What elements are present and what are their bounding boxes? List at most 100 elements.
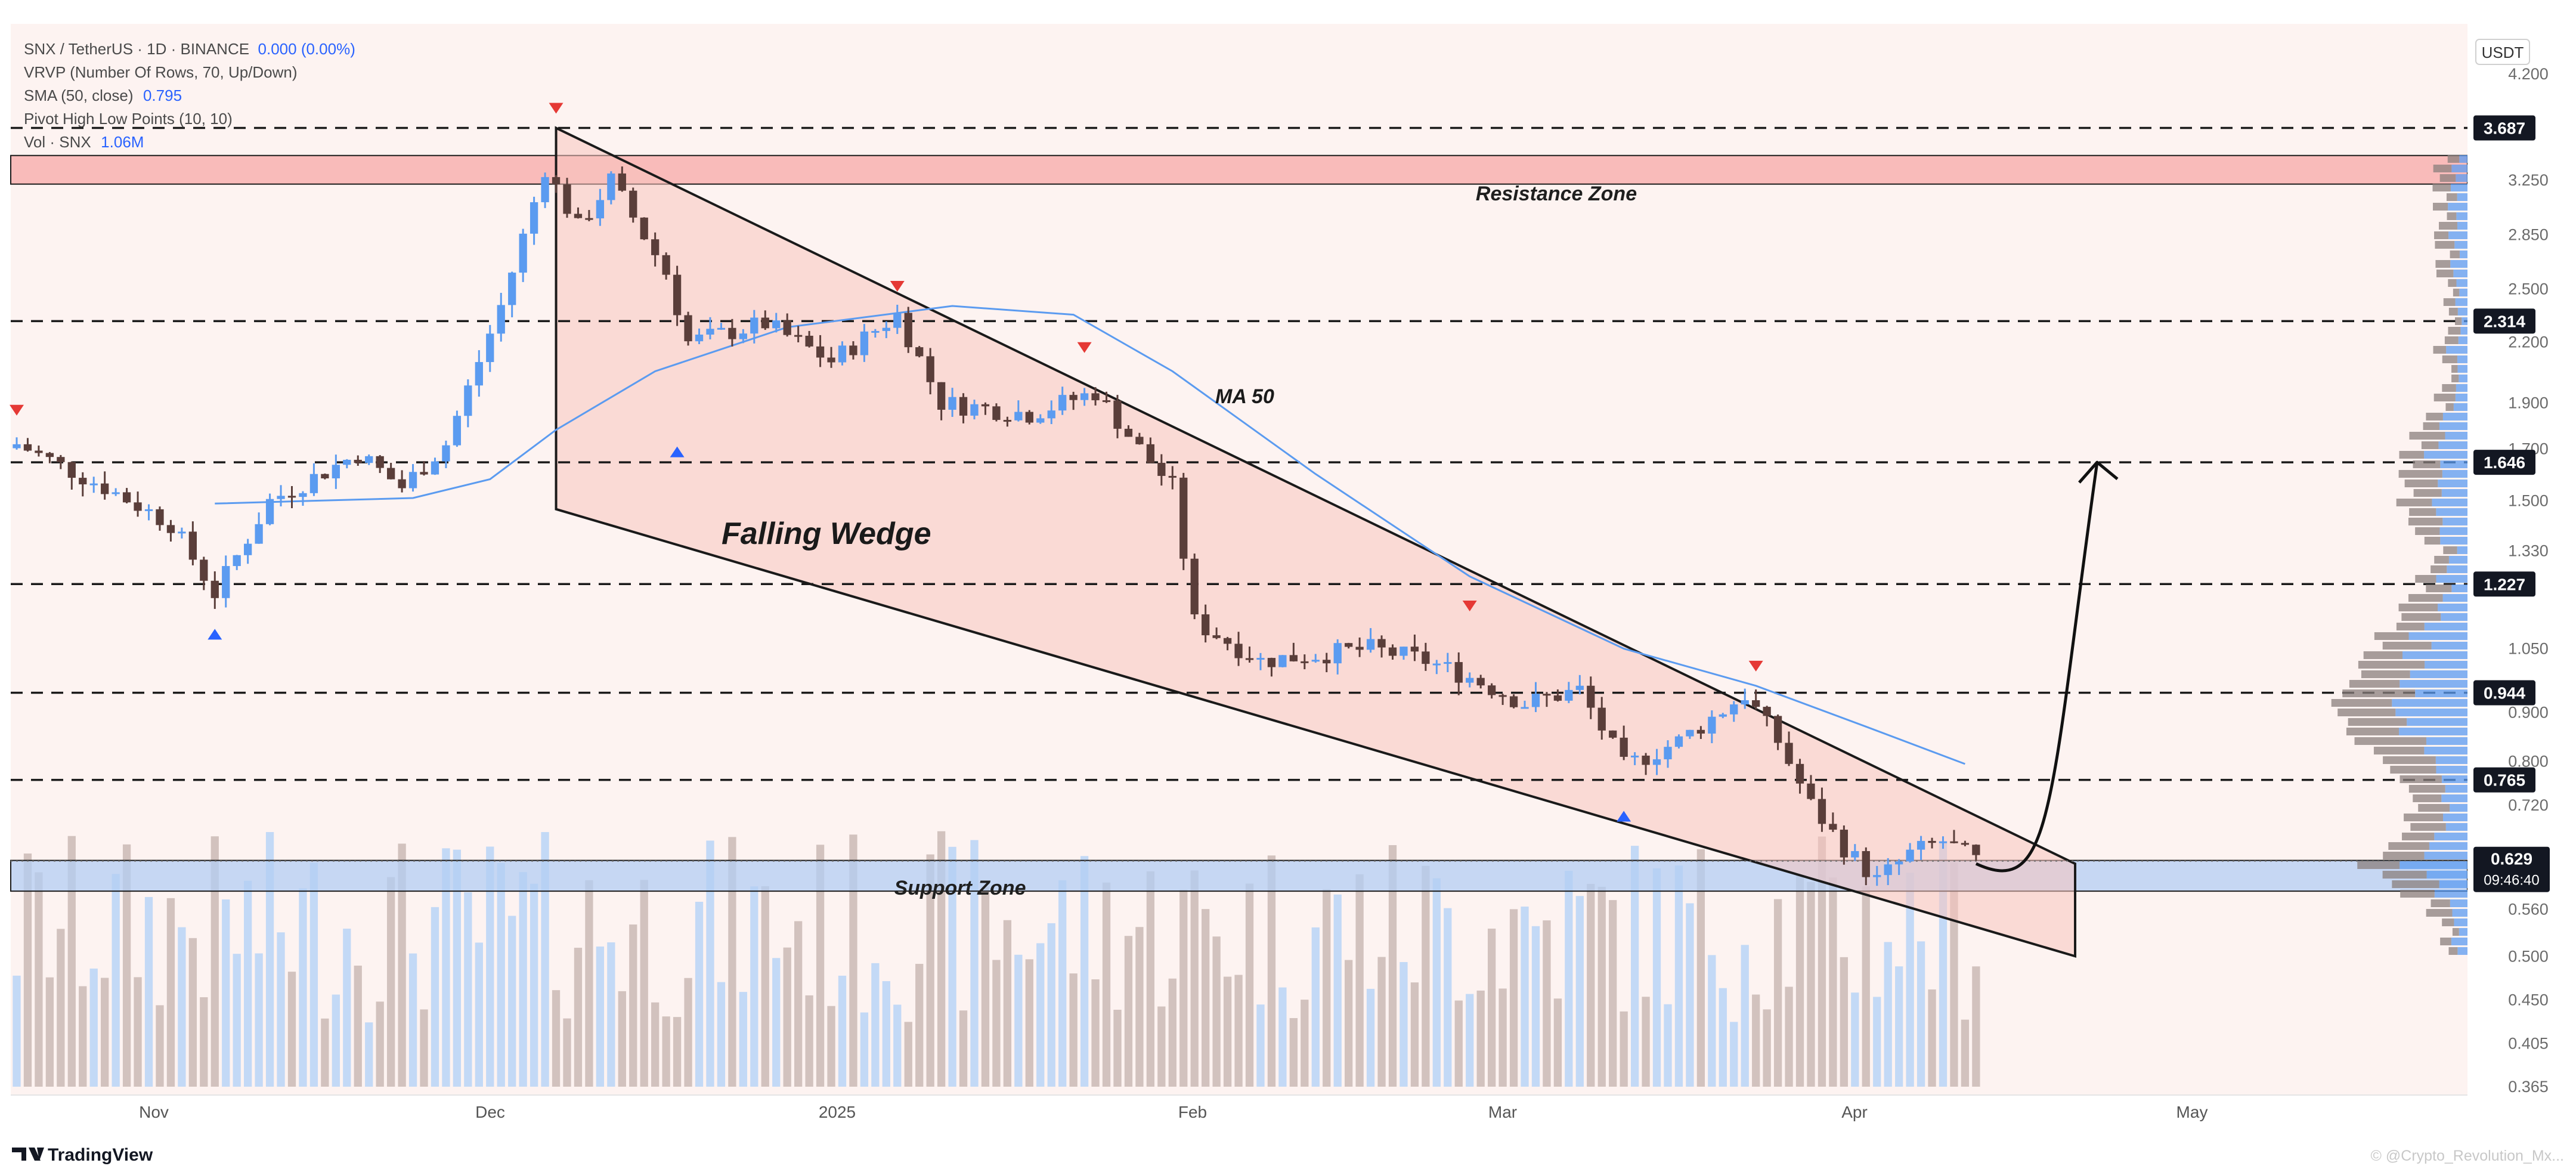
candle[interactable] [1730, 701, 1738, 722]
candle[interactable] [255, 512, 263, 544]
candle[interactable] [1884, 858, 1892, 885]
candle[interactable] [79, 472, 87, 497]
candle[interactable] [1278, 655, 1287, 667]
candle[interactable] [1630, 752, 1639, 765]
candle[interactable] [926, 348, 934, 395]
candle[interactable] [1036, 414, 1045, 424]
candle[interactable] [1333, 639, 1342, 675]
candle[interactable] [332, 454, 340, 489]
candle[interactable] [1058, 386, 1067, 415]
legend-vrvp[interactable]: VRVP (Number Of Rows, 70, Up/Down) [24, 63, 298, 81]
price-badge[interactable]: 3.687 [2473, 115, 2535, 141]
candle[interactable] [563, 178, 571, 218]
candle[interactable] [442, 440, 450, 468]
candle[interactable] [904, 307, 912, 353]
price-badge[interactable]: 0.765 [2473, 767, 2535, 793]
candle[interactable] [1377, 635, 1386, 658]
candle[interactable] [497, 293, 505, 342]
candle[interactable] [1916, 836, 1925, 860]
candle[interactable] [67, 461, 76, 490]
candle[interactable] [1102, 391, 1111, 403]
candle[interactable] [1212, 627, 1221, 639]
candle[interactable] [805, 330, 813, 348]
candle[interactable] [1080, 388, 1089, 406]
candle[interactable] [1466, 672, 1474, 688]
candle[interactable] [629, 187, 637, 223]
candle[interactable] [134, 491, 142, 517]
candle[interactable] [574, 207, 583, 219]
candle[interactable] [1773, 714, 1782, 750]
candle[interactable] [122, 488, 131, 503]
candle[interactable] [717, 323, 726, 330]
price-badge[interactable]: 2.314 [2473, 308, 2535, 334]
candle[interactable] [1400, 647, 1408, 660]
candle[interactable] [739, 329, 748, 344]
candle[interactable] [13, 437, 21, 450]
candle[interactable] [1014, 400, 1023, 422]
candle[interactable] [299, 491, 307, 506]
candle[interactable] [210, 571, 219, 609]
candle[interactable] [750, 310, 758, 344]
candle[interactable] [1047, 400, 1055, 425]
candle[interactable] [1355, 637, 1364, 657]
candle[interactable] [1301, 654, 1309, 670]
candle[interactable] [1323, 652, 1331, 673]
candle[interactable] [1950, 830, 1958, 844]
candle[interactable] [1851, 844, 1859, 861]
candle[interactable] [1686, 729, 1694, 739]
candle[interactable] [1752, 689, 1760, 710]
candle[interactable] [1708, 710, 1716, 744]
candle[interactable] [530, 196, 538, 245]
candle[interactable] [1972, 844, 1980, 861]
candle[interactable] [1895, 859, 1903, 876]
projection-arrow[interactable] [1975, 462, 2099, 873]
candle[interactable] [1696, 726, 1705, 739]
candle[interactable] [1289, 642, 1298, 662]
candle[interactable] [1664, 740, 1672, 768]
candle[interactable] [1587, 676, 1595, 719]
legend-symbol[interactable]: SNX / TetherUS · 1D · BINANCE 0.000 (0.0… [24, 40, 355, 58]
candle[interactable] [1234, 632, 1243, 666]
candle[interactable] [1521, 700, 1529, 709]
candle[interactable] [386, 462, 395, 480]
candle[interactable] [200, 556, 208, 590]
candle[interactable] [1642, 753, 1650, 775]
candle[interactable] [1795, 759, 1804, 794]
candle[interactable] [706, 317, 714, 340]
candle[interactable] [112, 488, 120, 496]
candle[interactable] [959, 393, 968, 423]
candle[interactable] [1609, 730, 1617, 739]
candle[interactable] [893, 304, 902, 334]
candle[interactable] [453, 410, 462, 447]
candle[interactable] [1223, 636, 1232, 651]
candle[interactable] [1444, 652, 1452, 672]
candle[interactable] [101, 471, 109, 500]
candle[interactable] [1267, 657, 1276, 677]
candle[interactable] [541, 172, 549, 208]
candle[interactable] [1818, 787, 1826, 832]
candle[interactable] [508, 271, 516, 317]
candle[interactable] [1025, 410, 1033, 425]
candle[interactable] [1311, 654, 1320, 663]
candle[interactable] [827, 347, 835, 368]
support-zone[interactable] [10, 859, 2468, 892]
candle[interactable] [970, 400, 979, 420]
candle[interactable] [695, 328, 704, 344]
candle[interactable] [1388, 644, 1397, 660]
candle[interactable] [156, 506, 164, 531]
candle[interactable] [838, 341, 847, 366]
candle[interactable] [431, 457, 439, 475]
legend-sma[interactable]: SMA (50, close) 0.795 [24, 86, 182, 104]
candle[interactable] [321, 473, 329, 480]
candle[interactable] [816, 335, 825, 367]
candle[interactable] [1454, 652, 1463, 695]
candle[interactable] [144, 504, 153, 521]
candle[interactable] [1829, 812, 1837, 832]
candle[interactable] [1345, 642, 1353, 649]
candle[interactable] [1146, 437, 1155, 463]
candle[interactable] [354, 455, 362, 466]
candle[interactable] [1179, 472, 1188, 570]
candle[interactable] [188, 521, 197, 565]
candle[interactable] [45, 451, 54, 463]
candle[interactable] [662, 252, 670, 280]
